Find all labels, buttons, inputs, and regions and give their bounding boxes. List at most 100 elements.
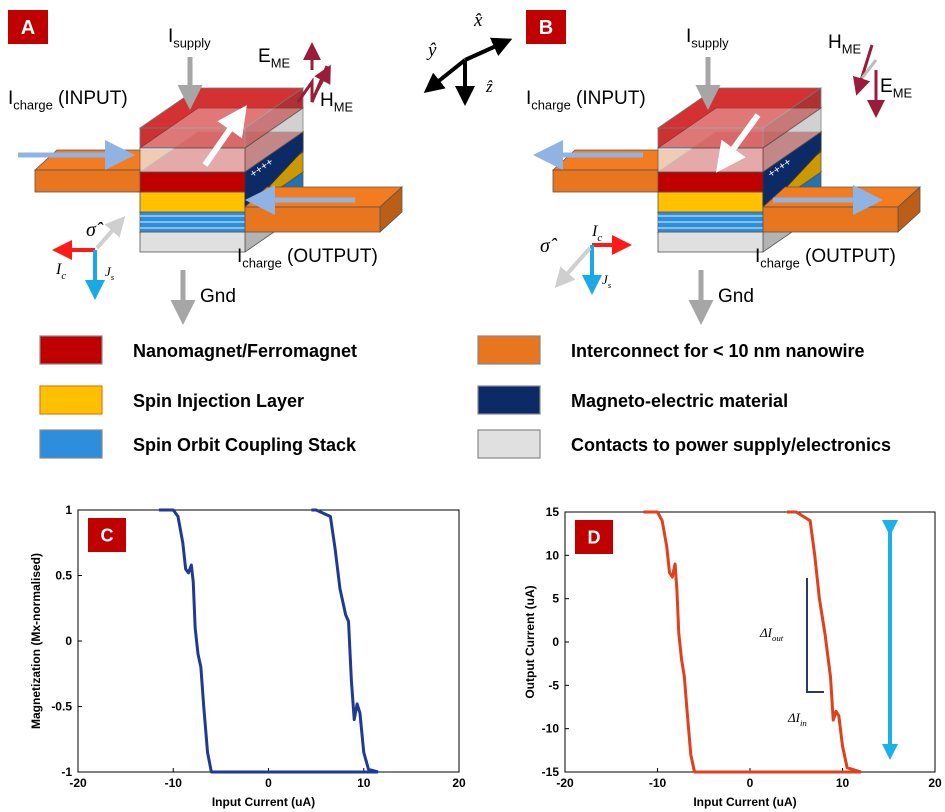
label: Icharge (INPUT) [8,88,128,113]
label: EME [880,76,912,101]
legend-label: Contacts to power supply/electronics [571,435,891,455]
label: Js [602,272,612,290]
label-sub: charge [13,98,52,113]
y-tick-label: 1 [65,503,72,517]
label: HME [320,90,353,115]
label-sub: charge [531,98,570,113]
output-interconnect [245,187,402,232]
legend-label: Magneto-electric material [571,391,788,411]
panel-label: B [539,17,553,39]
plot-frame [78,510,459,772]
label: HME [828,32,861,57]
y-tick-label: -0.5 [51,700,72,714]
x-tick-label: 0 [747,776,754,790]
y-tick-label: -5 [548,678,559,692]
label-rest: (OUTPUT) [800,246,896,267]
legend-label: Spin Injection Layer [133,391,304,411]
label-sub: supply [691,36,729,51]
label: Icharge (OUTPUT) [755,246,896,271]
sigma-arrow [97,222,120,248]
label-sub: out [772,633,784,643]
legend-swatch [478,386,540,414]
label-base: H [320,90,334,111]
label: Gnd [718,286,754,307]
label-sub: c [61,270,66,282]
legend-label: Spin Orbit Coupling Stack [133,435,357,455]
label: σ̂ [86,219,104,241]
panel-label: C [101,525,114,545]
label-base: ΔI [759,625,773,640]
y-tick-label: 0.5 [55,569,72,583]
block-front [658,148,763,172]
label-rest: (INPUT) [571,88,646,109]
label-sub: charge [760,256,799,271]
label: Js [105,264,115,282]
block-top [763,187,920,207]
x-tick-label: 20 [452,776,466,790]
label-sub: ME [893,86,913,101]
label: Ic [55,261,66,282]
block-front [658,232,763,252]
block-front [140,192,245,212]
label: Icharge (OUTPUT) [237,246,378,271]
label: Ic [591,223,602,244]
x-axis-title: Input Current (uA) [693,795,796,809]
label-base: ΔI [787,710,801,725]
block-front [245,207,380,232]
block-top [245,187,402,207]
y-tick-label: -15 [542,765,560,779]
panel-label: D [588,527,601,547]
y-tick-label: 0 [65,634,72,648]
block-front [763,207,898,232]
y-axis-title: Output Current (uA) [523,585,537,698]
block-front [658,192,763,212]
figure: A++++IsupplyIcharge (INPUT)Icharge (OUTP… [0,0,945,812]
legend-swatch [40,386,102,414]
x-tick-label: -10 [649,776,667,790]
y-tick-label: -1 [61,765,72,779]
block-front [140,172,245,192]
label-sub: s [608,280,612,290]
label: ŷ [426,40,437,61]
y-axis-title: Magnetization (Mx-normalised) [29,553,43,729]
block-front [140,232,245,252]
y-tick-label: 0 [552,635,559,649]
label-sub: ME [271,56,291,71]
label-base: H [828,32,842,53]
label-sub: c [597,232,602,244]
label: σ̂ [540,235,558,257]
output-interconnect [763,187,920,232]
x-tick-label: 0 [265,776,272,790]
label-sub: s [111,272,115,282]
block-front [658,172,763,192]
x-axis-title: Input Current (uA) [212,795,315,809]
legend-swatch [478,430,540,458]
legend-swatch [478,336,540,364]
x-tick-label: 10 [357,776,371,790]
x-tick-label: 20 [928,776,942,790]
legend-swatch [40,336,102,364]
y-axis-arrow [430,60,465,88]
label-sub: ME [334,100,354,115]
plot-frame [565,512,935,772]
label-rest: (INPUT) [53,88,128,109]
panel-label: A [21,17,35,39]
x-axis-arrow [465,42,505,60]
label: EME [258,46,290,71]
sigma-arrow [560,248,590,282]
legend-label: Nanomagnet/Ferromagnet [133,341,357,361]
y-tick-label: -10 [542,722,560,736]
label: Isupply [686,26,729,51]
label: Isupply [168,26,211,51]
label-rest: (OUTPUT) [282,246,378,267]
label-sub: supply [173,36,211,51]
label: ẑ [485,77,493,96]
legend-swatch [40,430,102,458]
label-sub: in [800,718,807,728]
label: x̂ [473,10,483,31]
label: Icharge (INPUT) [526,88,646,113]
label-base: E [880,76,893,97]
label-sub: ME [842,42,862,57]
y-tick-label: 5 [552,592,559,606]
label-sub: charge [242,256,281,271]
